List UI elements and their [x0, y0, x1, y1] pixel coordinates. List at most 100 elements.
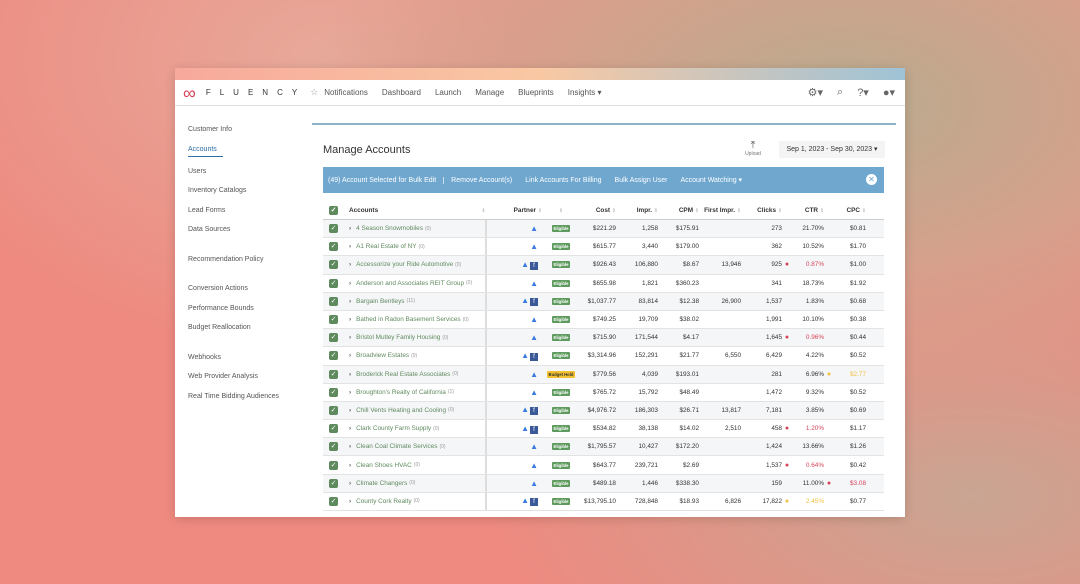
chevron-right-icon[interactable]: ›: [349, 334, 352, 342]
row-checkbox[interactable]: ✓: [329, 278, 338, 288]
nav-blueprints[interactable]: Blueprints: [518, 88, 554, 97]
account-name-link[interactable]: › Climate Changers (0): [345, 474, 487, 492]
row-checkbox[interactable]: ✓: [329, 496, 338, 506]
table-row[interactable]: ✓ › Bristol Mutley Family Housing (0) ▲ El…: [323, 329, 884, 348]
nav-manage[interactable]: Manage: [475, 88, 505, 97]
sidebar-item-budget-reallocation[interactable]: Budget Reallocation: [188, 324, 251, 331]
user-icon[interactable]: ●▾: [882, 87, 895, 99]
chevron-right-icon[interactable]: ›: [349, 261, 352, 269]
header-status[interactable]: ⇕: [542, 207, 580, 214]
header-cpc[interactable]: CPC ⇕: [834, 207, 866, 214]
sidebar-item-inventory-catalogs[interactable]: Inventory Catalogs: [188, 187, 247, 194]
sidebar-item-performance-bounds[interactable]: Performance Bounds: [188, 304, 254, 312]
row-checkbox[interactable]: ✓: [329, 460, 338, 470]
account-name-link[interactable]: › Bristol Mutley Family Housing (0): [345, 329, 487, 347]
header-cpm[interactable]: CPM ⇕: [658, 207, 699, 214]
chevron-right-icon[interactable]: ›: [349, 370, 352, 378]
table-row[interactable]: ✓ › Accessorize your Ride Automotive (0) ▲…: [323, 256, 884, 275]
star-icon[interactable]: ☆: [310, 87, 319, 97]
sidebar-item-data-sources[interactable]: Data Sources: [188, 226, 231, 233]
table-row[interactable]: ✓ › Clean Coal Climate Services (0) ▲ Elig…: [323, 438, 884, 457]
chevron-right-icon[interactable]: ›: [349, 352, 352, 360]
sidebar-item-webhooks[interactable]: Webhooks: [188, 353, 221, 361]
account-name-link[interactable]: › Clean Shoes HVAC (0): [345, 456, 487, 474]
chevron-right-icon[interactable]: ›: [349, 316, 352, 324]
table-row[interactable]: ✓ › Broderick Real Estate Associates (0) ▲…: [323, 365, 884, 384]
nav-dashboard[interactable]: Dashboard: [381, 88, 421, 97]
chevron-right-icon[interactable]: ›: [349, 461, 352, 469]
account-name-link[interactable]: › Bathed in Radon Basement Services (0): [345, 310, 487, 329]
sidebar-item-conversion-actions[interactable]: Conversion Actions: [188, 285, 248, 292]
help-icon[interactable]: ?▾: [857, 87, 869, 99]
row-checkbox[interactable]: ✓: [329, 369, 338, 379]
account-name-link[interactable]: › Accessorize your Ride Automotive (0): [345, 256, 487, 274]
chevron-right-icon[interactable]: ›: [349, 297, 352, 305]
chevron-right-icon[interactable]: ›: [349, 406, 352, 414]
table-row[interactable]: ✓ › Broadview Estates (0) ▲ f Eligible $3,3…: [323, 347, 884, 366]
table-row[interactable]: ✓ › Climate Changers (0) ▲ Eligible $489.1…: [323, 474, 884, 493]
table-row[interactable]: ✓ › Chill Vents Heating and Cooling (0) ▲ f…: [323, 401, 884, 421]
account-name-link[interactable]: › 4 Season Snowmobiles (0): [345, 220, 487, 238]
header-ctr[interactable]: CTR ⇕: [792, 207, 824, 214]
row-checkbox[interactable]: ✓: [329, 260, 338, 270]
chevron-right-icon[interactable]: ›: [349, 225, 352, 233]
header-cost[interactable]: Cost ⇕: [580, 207, 616, 214]
account-name-link[interactable]: › Clean Coal Climate Services (0): [345, 438, 487, 456]
table-row[interactable]: ✓ › A1 Real Estate of NY (0) ▲ Eligible $6…: [323, 238, 884, 257]
row-checkbox[interactable]: ✓: [329, 351, 338, 361]
select-all-checkbox[interactable]: ✓: [329, 206, 338, 215]
table-row[interactable]: ✓ › Bargain Bentleys (11) ▲ f Eligible $1,0…: [323, 292, 884, 311]
table-row[interactable]: ✓ › Anderson and Associates REIT Group (0)…: [323, 274, 884, 293]
account-name-link[interactable]: › Chill Vents Heating and Cooling (0): [345, 401, 487, 420]
account-name-link[interactable]: › Bargain Bentleys (11): [345, 292, 487, 310]
bulk-assign-user-button[interactable]: Bulk Assign User: [614, 176, 668, 184]
chevron-right-icon[interactable]: ›: [349, 443, 352, 451]
fluency-logo-icon[interactable]: ∞: [183, 82, 196, 103]
remove-accounts-button[interactable]: Remove Account(s): [451, 176, 513, 184]
chevron-right-icon[interactable]: ›: [349, 425, 352, 433]
account-name-link[interactable]: › Anderson and Associates REIT Group (0): [345, 274, 487, 292]
row-checkbox[interactable]: ✓: [329, 405, 338, 415]
row-checkbox[interactable]: ✓: [329, 387, 338, 397]
upload-button[interactable]: ⤒ Upload: [741, 140, 765, 157]
header-clicks[interactable]: Clicks ⇕: [741, 207, 782, 214]
chevron-right-icon[interactable]: ›: [349, 388, 352, 396]
row-checkbox[interactable]: ✓: [329, 424, 338, 434]
row-checkbox[interactable]: ✓: [329, 224, 338, 234]
gear-icon[interactable]: ⚙▾: [807, 87, 824, 99]
row-checkbox[interactable]: ✓: [329, 442, 338, 452]
sidebar-item-web-provider-analysis[interactable]: Web Provider Analysis: [188, 373, 258, 380]
nav-insights[interactable]: Insights ▾: [567, 88, 602, 97]
chevron-right-icon[interactable]: ›: [349, 279, 352, 287]
chevron-right-icon[interactable]: ›: [349, 243, 352, 251]
nav-launch[interactable]: Launch: [434, 88, 462, 97]
header-first-impr[interactable]: First Impr. ⇕: [699, 207, 741, 214]
account-name-link[interactable]: › Clark County Farm Supply (0): [345, 420, 487, 438]
account-name-link[interactable]: › Broderick Real Estate Associates (0): [345, 365, 487, 383]
sidebar-item-users[interactable]: Users: [188, 167, 207, 175]
sidebar-item-lead-forms[interactable]: Lead Forms: [188, 206, 226, 214]
account-watching-dropdown[interactable]: Account Watching ▾: [680, 177, 743, 184]
search-icon[interactable]: ⌕: [837, 86, 844, 98]
chevron-right-icon[interactable]: ›: [349, 497, 352, 505]
header-accounts[interactable]: Accounts ⇕: [345, 202, 487, 219]
account-name-link[interactable]: › Broughton's Realty of California (1): [345, 383, 487, 401]
sidebar-item-recommendation-policy[interactable]: Recommendation Policy: [188, 255, 264, 263]
chevron-right-icon[interactable]: ›: [349, 479, 352, 487]
date-range-picker[interactable]: Sep 1, 2023 - Sep 30, 2023 ▾: [779, 141, 885, 158]
table-row[interactable]: ✓ › Clean Shoes HVAC (0) ▲ Eligible $643.7…: [323, 456, 884, 475]
row-checkbox[interactable]: ✓: [329, 478, 338, 488]
account-name-link[interactable]: › A1 Real Estate of NY (0): [345, 238, 487, 256]
account-name-link[interactable]: › Broadview Estates (0): [345, 347, 487, 365]
account-name-link[interactable]: › County Cork Realty (0): [345, 492, 487, 510]
header-partner[interactable]: Partner ⇕: [487, 207, 542, 214]
nav-notifications[interactable]: Notifications: [324, 88, 368, 97]
sidebar-item-real-time-bidding-audiences[interactable]: Real Time Bidding Audiences: [188, 392, 280, 400]
row-checkbox[interactable]: ✓: [329, 296, 338, 306]
table-row[interactable]: ✓ › Bathed in Radon Basement Services (0) …: [323, 310, 884, 330]
table-row[interactable]: ✓ › 4 Season Snowmobiles (0) ▲ Eligible $2…: [323, 220, 884, 239]
header-impr[interactable]: Impr. ⇕: [616, 207, 658, 214]
table-row[interactable]: ✓ › Clark County Farm Supply (0) ▲ f Eligib…: [323, 420, 884, 439]
sidebar-item-customer-info[interactable]: Customer Info: [188, 126, 232, 133]
row-checkbox[interactable]: ✓: [329, 315, 338, 325]
